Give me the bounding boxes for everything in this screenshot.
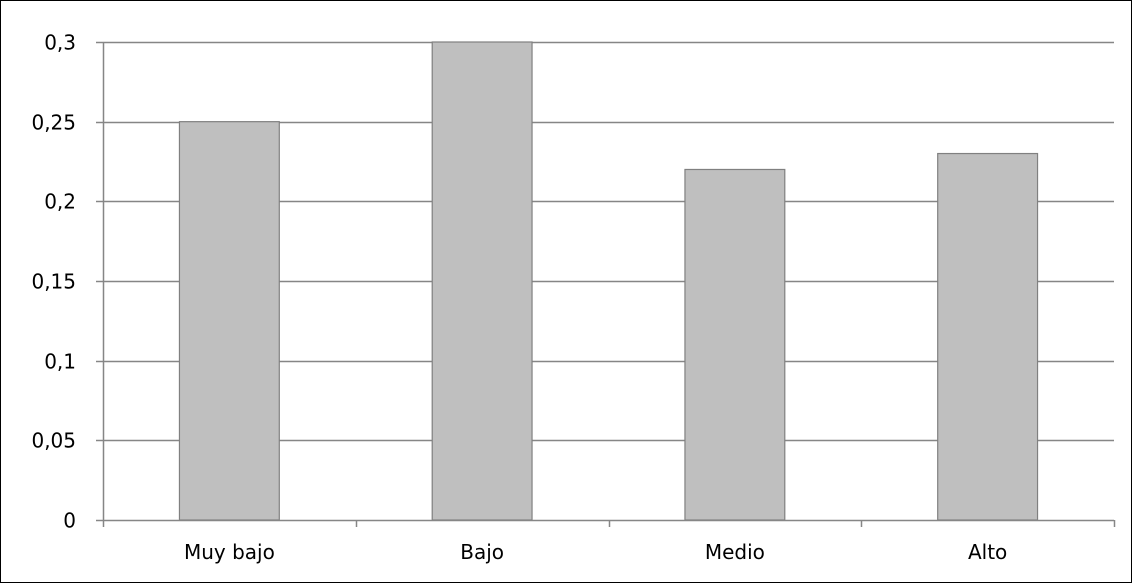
y-tick-label: 0,05 <box>31 429 76 453</box>
axes <box>96 41 1116 527</box>
y-tick-label: 0,25 <box>31 111 76 135</box>
y-tick-label: 0,2 <box>44 190 76 214</box>
x-tick-label: Bajo <box>460 540 504 564</box>
y-tick-label: 0,15 <box>31 270 76 294</box>
tick-labels: 0 0,05 0,1 0,15 0,2 0,25 0,3 Muy bajo Bajo Medio A… <box>31 31 1007 565</box>
bar <box>431 41 533 521</box>
bar <box>684 168 786 521</box>
bar <box>178 121 280 521</box>
bar <box>937 152 1039 521</box>
x-tick-label: Medio <box>705 540 765 564</box>
x-tick-label: Muy bajo <box>184 540 275 564</box>
x-tick-label: Alto <box>968 540 1007 564</box>
y-tick-label: 0,3 <box>44 31 76 55</box>
y-tick-label: 0,1 <box>44 350 76 374</box>
y-tick-label: 0 <box>63 509 76 533</box>
bars <box>178 41 1039 521</box>
